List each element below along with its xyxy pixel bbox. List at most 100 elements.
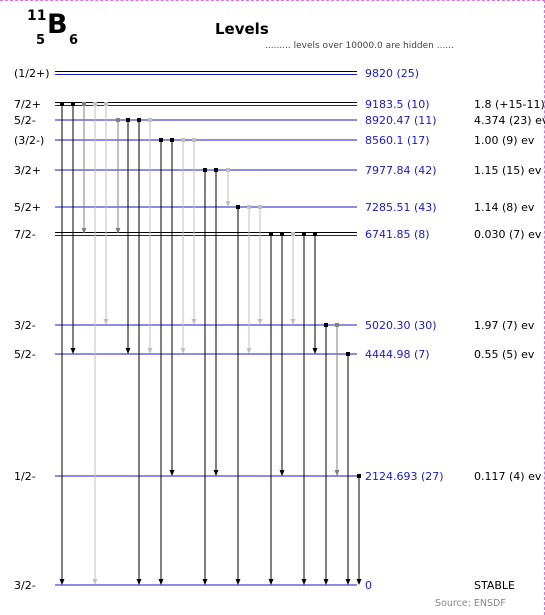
gamma-arrowhead: [81, 228, 87, 234]
nucleus-symbol: B: [47, 9, 68, 40]
gamma-transition: [301, 232, 307, 585]
gamma-transition: [213, 168, 219, 476]
level-spin-label: 1/2-: [14, 470, 36, 483]
level-spin-label: (1/2+): [14, 67, 50, 80]
gamma-transition: [81, 102, 87, 234]
gamma-arrowhead: [235, 579, 241, 585]
level-width-label: 0.117 (4) ev: [474, 470, 542, 483]
gamma-transition: [191, 138, 197, 325]
level-spin-label: 5/2-: [14, 348, 36, 361]
level-L7977: 3/2+ 7977.84 (42) 1.15 (15) ev: [14, 164, 542, 177]
level-L8560: (3/2-) 8560.1 (17) 1.00 (9) ev: [14, 134, 535, 147]
gamma-arrowhead: [323, 579, 329, 585]
level-L2124: 1/2- 2124.693 (27) 0.117 (4) ev: [14, 470, 542, 483]
level-spin-label: 5/2-: [14, 114, 36, 127]
gamma-transition: [323, 323, 329, 585]
level-width-label: 1.00 (9) ev: [474, 134, 535, 147]
gamma-transition: [279, 232, 285, 476]
gamma-arrowhead: [202, 579, 208, 585]
level-width-label: 0.55 (5) ev: [474, 348, 535, 361]
source-credit: Source: ENSDF: [435, 598, 506, 609]
gamma-arrowhead: [334, 470, 340, 476]
gamma-transition: [235, 205, 241, 585]
level-energy-label: 9820 (25): [365, 67, 419, 80]
gamma-transition: [356, 474, 362, 585]
nucleus-atomic-number: 5: [36, 33, 46, 48]
level-energy-label: 4444.98 (7): [365, 348, 430, 361]
gamma-transition: [312, 232, 318, 354]
level-spin-label: 5/2+: [14, 201, 41, 214]
gamma-arrowhead: [115, 228, 121, 234]
gamma-transition: [169, 138, 175, 476]
gamma-arrowhead: [213, 470, 219, 476]
level-energy-label: 5020.30 (30): [365, 319, 437, 332]
level-width-label: 1.15 (15) ev: [474, 164, 542, 177]
gamma-transition: [103, 102, 109, 325]
diagram-title: Levels: [215, 20, 269, 38]
level-spin-label: (3/2-): [14, 134, 44, 147]
gamma-transition: [345, 352, 351, 585]
level-energy-label: 6741.85 (8): [365, 228, 430, 241]
gamma-transition: [257, 205, 263, 325]
gamma-arrowhead: [345, 579, 351, 585]
level-energy-label: 9183.5 (10): [365, 98, 430, 111]
level-width-label: 0.030 (7) ev: [474, 228, 542, 241]
gamma-transition: [334, 323, 340, 476]
gamma-arrowhead: [312, 348, 318, 354]
level-width-label: 1.8 (+15-11) ev: [474, 98, 545, 111]
gamma-arrowhead: [268, 579, 274, 585]
level-L8920: 5/2- 8920.47 (11) 4.374 (23) ev: [14, 114, 545, 127]
gamma-arrowhead: [70, 348, 76, 354]
level-L9820: (1/2+) 9820 (25): [14, 67, 419, 80]
gamma-transition: [125, 118, 131, 354]
gamma-transition: [147, 118, 153, 354]
gamma-arrowhead: [257, 319, 263, 325]
level-width-label: 4.374 (23) ev: [474, 114, 545, 127]
gamma-arrowhead: [246, 348, 252, 354]
gamma-arrowhead: [301, 579, 307, 585]
gamma-transition: [290, 232, 296, 325]
gamma-arrowhead: [169, 470, 175, 476]
level-spin-label: 7/2+: [14, 98, 41, 111]
level-width-label: STABLE: [474, 579, 515, 592]
level-energy-label: 7977.84 (42): [365, 164, 437, 177]
level-L5020: 3/2- 5020.30 (30) 1.97 (7) ev: [14, 319, 535, 332]
level-energy-label: 8560.1 (17): [365, 134, 430, 147]
gamma-arrowhead: [180, 348, 186, 354]
level-spin-label: 3/2-: [14, 579, 36, 592]
level-spin-label: 3/2-: [14, 319, 36, 332]
gamma-arrowhead: [103, 319, 109, 325]
level-energy-label: 0: [365, 579, 372, 592]
level-L4444: 5/2- 4444.98 (7) 0.55 (5) ev: [14, 348, 535, 361]
gamma-transition: [92, 102, 98, 585]
gamma-transition: [70, 102, 76, 354]
level-L6741: 7/2- 6741.85 (8) 0.030 (7) ev: [14, 228, 542, 241]
gamma-arrowhead: [92, 579, 98, 585]
nucleus-neutron-number: 6: [69, 33, 79, 48]
level-energy-label: 2124.693 (27): [365, 470, 444, 483]
level-width-label: 1.97 (7) ev: [474, 319, 535, 332]
level-L7285: 5/2+ 7285.51 (43) 1.14 (8) ev: [14, 201, 535, 214]
gamma-arrowhead: [279, 470, 285, 476]
gamma-transition: [59, 102, 65, 585]
gamma-arrowhead: [225, 201, 231, 207]
gamma-arrowhead: [290, 319, 296, 325]
level-width-label: 1.14 (8) ev: [474, 201, 535, 214]
gamma-transition: [115, 118, 121, 234]
gamma-transition: [246, 205, 252, 354]
gamma-arrowhead: [191, 319, 197, 325]
hidden-levels-note: ......... levels over 10000.0 are hidden…: [265, 41, 454, 51]
level-L0: 3/2- 0 STABLE: [14, 579, 515, 592]
level-spin-label: 3/2+: [14, 164, 41, 177]
gamma-arrowhead: [125, 348, 131, 354]
gamma-arrowhead: [136, 579, 142, 585]
gamma-arrowhead: [356, 579, 362, 585]
level-energy-label: 8920.47 (11): [365, 114, 437, 127]
gamma-transition: [202, 168, 208, 585]
gamma-arrowhead: [59, 579, 65, 585]
gamma-transition: [268, 232, 274, 585]
level-energy-label: 7285.51 (43): [365, 201, 437, 214]
gamma-transition: [158, 138, 164, 585]
gamma-transition: [180, 138, 186, 354]
